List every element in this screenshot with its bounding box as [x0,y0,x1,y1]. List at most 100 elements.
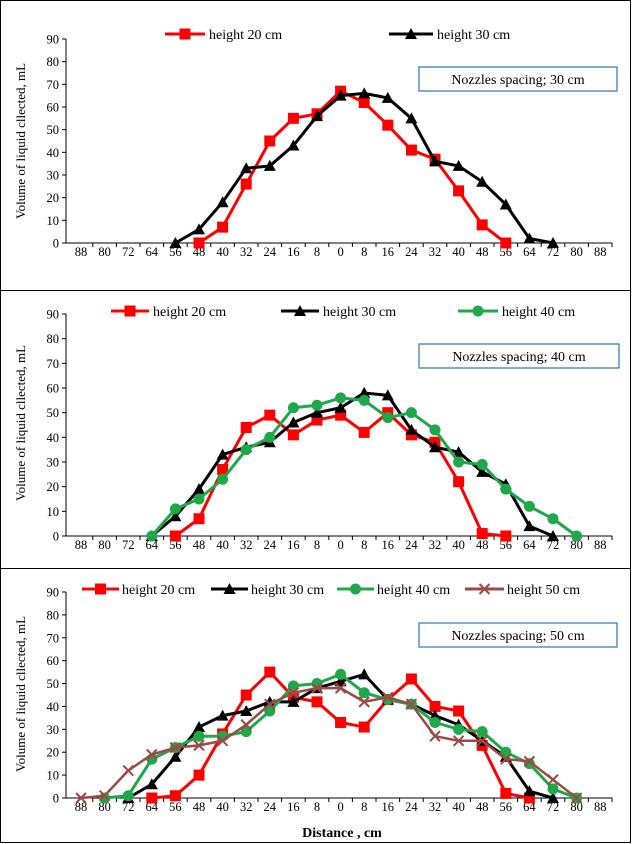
y-axis-title: Volume of liquid cllected, mL [13,616,28,772]
x-tick-label: 8 [314,538,320,552]
x-tick-label: 56 [500,800,513,814]
y-axis-title: Volume of liquid cllected, mL [13,345,28,501]
x-tick-label: 0 [337,800,343,814]
legend-marker [95,584,106,595]
legend-label: height 20 cm [153,305,226,320]
series-height-30-cm [146,387,559,541]
data-point [477,726,488,737]
data-point [430,424,441,435]
data-point [146,793,157,804]
y-tick-label: 60 [47,654,60,668]
y-tick-label: 20 [47,746,60,760]
legend-entry: height 30 cm [211,583,324,598]
x-tick-label: 32 [429,538,442,552]
data-point [382,412,393,423]
data-point [359,687,370,698]
data-point [241,444,252,455]
y-tick-label: 20 [47,191,60,205]
data-point [194,513,205,524]
legend-label: height 20 cm [209,28,282,43]
data-point [170,503,181,514]
y-tick-label: 10 [47,769,60,783]
x-tick-label: 88 [594,245,607,259]
chart-svg-nozzles-40cm: 010203040506070809088 80 72 64 56 48 40 32 24 16 8… [1,291,632,570]
y-tick-label: 70 [47,357,60,371]
x-tick-label: 80 [98,538,111,552]
y-axis-title: Volume of liquid cllected, mL [13,63,28,219]
data-point [406,145,417,156]
y-tick-label: 80 [47,608,60,622]
x-tick-label: 40 [452,800,465,814]
x-tick-label: 88 [75,245,88,259]
y-tick-label: 30 [47,169,60,183]
data-point [571,531,582,542]
data-point [264,410,275,421]
legend-marker [180,29,191,40]
x-tick-label: 48 [193,800,206,814]
data-point [359,395,370,406]
data-point [123,766,133,776]
data-point [453,457,464,468]
x-tick-label: 16 [382,245,395,259]
legend-entry: height 20 cm [165,28,282,43]
legend-marker [350,584,361,595]
x-tick-label: 24 [264,800,277,814]
data-point [217,474,228,485]
y-tick-label: 40 [47,431,60,445]
data-point [524,501,535,512]
data-point [241,422,252,433]
y-tick-label: 70 [47,631,60,645]
x-tick-label: 88 [75,538,88,552]
y-tick-label: 0 [53,237,59,251]
legend-marker [473,306,484,317]
data-point [194,238,205,249]
x-tick-label: 40 [216,538,229,552]
legend-label: height 30 cm [251,583,324,598]
legend-entry: height 30 cm [281,305,396,320]
data-point [335,717,346,728]
x-tick-label: 80 [570,245,583,259]
y-tick-label: 90 [47,33,60,47]
data-point [217,222,228,233]
x-tick-label: 16 [287,245,300,259]
y-tick-label: 30 [47,456,60,470]
legend-label: height 30 cm [437,28,510,43]
x-tick-label: 48 [476,800,489,814]
data-point [288,402,299,413]
data-point [146,531,157,542]
data-point [453,724,464,735]
chart-svg-nozzles-30cm: 010203040506070809088 80 72 64 56 48 40 32 24 16 8… [1,1,632,292]
x-tick-label: 40 [452,538,465,552]
series-height-20-cm [194,86,512,249]
data-point [548,775,558,785]
data-point [359,97,370,108]
x-tick-label: 72 [122,245,135,259]
x-tick-label: 24 [264,245,277,259]
data-point [406,673,417,684]
data-point [359,427,370,438]
x-tick-label: 24 [405,800,418,814]
data-point [523,520,535,531]
y-tick-label: 0 [53,530,59,544]
y-tick-label: 90 [47,308,60,322]
data-point [335,669,346,680]
annotation-text: Nozzles spacing; 30 cm [451,73,584,88]
y-tick-label: 40 [47,700,60,714]
chart-panel-nozzles-50cm: 0 10 20 30 40 50 60 70 80 90 88 80 72 64 56 48 40 32 24 16 8… [0,568,631,843]
x-tick-label: 40 [452,245,465,259]
y-tick-label: 70 [47,78,60,92]
y-tick-label: 60 [47,382,60,396]
x-tick-label: 8 [314,800,320,814]
legend-label: height 40 cm [502,305,575,320]
x-tick-label: 8 [361,800,367,814]
legend-entry: height 30 cm [389,28,510,43]
data-point [359,722,370,733]
x-tick-label: 40 [216,245,229,259]
data-point [264,432,275,443]
x-tick-label: 56 [169,800,182,814]
data-point [477,219,488,230]
legend-entry: height 40 cm [458,305,575,320]
y-tick-label: 60 [47,101,60,115]
x-tick-label: 32 [429,800,442,814]
